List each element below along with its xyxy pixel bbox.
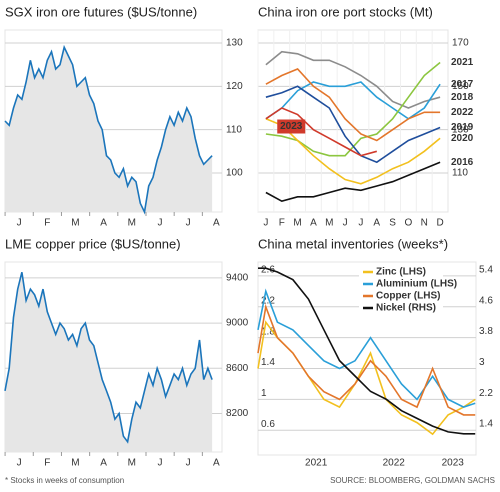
x-tick-label: M [293, 218, 301, 229]
x-tick-label: F [44, 218, 50, 229]
y-tick-label: 4.6 [479, 295, 493, 306]
legend-label: Copper (LHS) [376, 291, 440, 302]
x-tick-label: J [17, 458, 22, 469]
series-label: 2019 [451, 122, 474, 133]
y-tick-label: 110 [452, 168, 468, 179]
x-tick-label: 2022 [383, 458, 406, 469]
y-tick-label: 1 [261, 388, 267, 399]
y-tick-label: 1.4 [479, 419, 493, 430]
series-label: 2022 [451, 107, 474, 118]
y-tick-label: 2.2 [261, 295, 275, 306]
x-tick-label: J [186, 218, 191, 229]
series-line [265, 107, 378, 157]
chart-title: SGX iron ore futures ($US/tonne) [5, 4, 197, 19]
x-tick-label: M [71, 458, 79, 469]
series-label: 2020 [451, 133, 474, 144]
legend-label: Zinc (LHS) [376, 267, 426, 278]
x-tick-label: M [128, 458, 136, 469]
x-tick-label: J [158, 458, 163, 469]
y-tick-label: 130 [452, 124, 469, 135]
x-tick-label: A [100, 458, 107, 469]
series-label: 2021 [451, 57, 474, 68]
line [4, 44, 213, 215]
x-tick-label: N [421, 218, 428, 229]
y-tick-label: 8600 [226, 363, 249, 374]
y-tick-label: 1.8 [261, 326, 275, 337]
y-tick-label: 0.6 [261, 419, 275, 430]
y-tick-label: 170 [452, 38, 469, 49]
series-line [258, 267, 476, 435]
y-tick-label: 3 [479, 357, 485, 368]
y-tick-label: 5.4 [479, 265, 493, 276]
series-line [265, 118, 441, 185]
x-tick-label: J [158, 218, 163, 229]
y-tick-label: 3.8 [479, 326, 493, 337]
x-tick-label: J [358, 218, 363, 229]
footnote: * Stocks in weeks of consumption [5, 476, 124, 485]
series-line [257, 303, 476, 416]
x-tick-label: 2023 [442, 458, 465, 469]
y-tick-label: 8200 [226, 408, 249, 419]
x-tick-label: J [343, 218, 348, 229]
y-tick-label: 120 [226, 81, 243, 92]
y-tick-label: 2.2 [479, 388, 493, 399]
legend-label: Aluminium (LHS) [376, 279, 457, 290]
series-label: 2017 [451, 79, 474, 90]
x-tick-label: A [213, 458, 220, 469]
x-tick-label: O [405, 218, 413, 229]
line [4, 272, 213, 444]
x-tick-label: F [279, 218, 285, 229]
legend-label: Nickel (RHS) [376, 303, 436, 314]
x-tick-label: A [213, 218, 220, 229]
x-tick-label: A [100, 218, 107, 229]
series-label-box [277, 119, 306, 134]
x-tick-label: A [310, 218, 317, 229]
y-tick-label: 110 [226, 124, 242, 135]
x-tick-label: J [263, 218, 268, 229]
series-label: 2016 [451, 157, 474, 168]
x-tick-label: M [71, 218, 79, 229]
series-line [265, 85, 441, 164]
area [5, 47, 213, 212]
series-line [265, 161, 441, 203]
y-tick-label: 150 [452, 81, 469, 92]
x-tick-label: 2021 [305, 458, 328, 469]
x-tick-label: J [186, 458, 191, 469]
x-tick-label: S [389, 218, 396, 229]
chart-title: LME copper price ($US/tonne) [5, 236, 181, 251]
x-tick-label: F [44, 458, 50, 469]
chart-title: China metal inventories (weeks*) [258, 236, 448, 251]
y-tick-label: 1.4 [261, 357, 275, 368]
x-tick-label: M [325, 218, 333, 229]
series-label: 2023 [280, 121, 303, 132]
x-tick-label: M [128, 218, 136, 229]
y-tick-label: 2.6 [261, 265, 275, 276]
series-label: 2018 [451, 92, 474, 103]
y-tick-label: 100 [226, 168, 243, 179]
series-line [265, 68, 441, 142]
x-tick-label: D [436, 218, 443, 229]
y-tick-label: 130 [226, 38, 243, 49]
source: SOURCE: BLOOMBERG, GOLDMAN SACHS [330, 476, 495, 485]
x-tick-label: A [373, 218, 380, 229]
x-tick-label: J [17, 218, 22, 229]
y-tick-label: 9000 [226, 318, 249, 329]
y-tick-label: 9400 [226, 272, 249, 283]
series-line [265, 50, 441, 109]
chart-title: China iron ore port stocks (Mt) [258, 4, 433, 19]
area [5, 272, 213, 452]
